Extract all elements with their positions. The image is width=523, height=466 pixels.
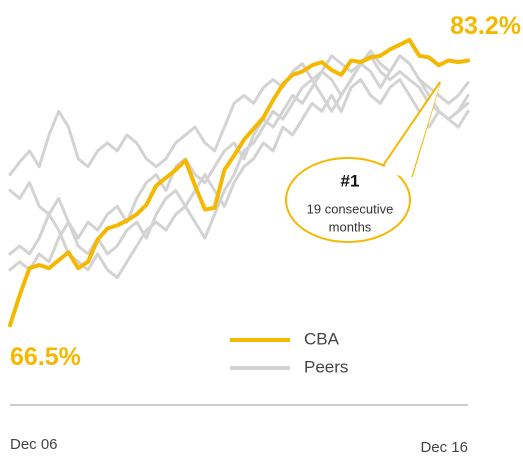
series-line <box>8 37 470 328</box>
peer-line <box>8 78 470 272</box>
data-label: 83.2% <box>450 12 521 40</box>
callout-text: months <box>329 219 372 234</box>
callout-bubble <box>285 157 411 243</box>
legend-label: CBA <box>304 329 340 348</box>
x-tick-label: Dec 16 <box>420 439 468 456</box>
callout-title: #1 <box>341 171 360 190</box>
plot-area <box>8 37 470 328</box>
callout: #1 19 consecutive months <box>285 81 441 243</box>
peer-line <box>8 54 470 280</box>
callout-pointer-fill <box>381 84 440 178</box>
data-label: 66.5% <box>10 343 81 371</box>
callout-text: 19 consecutive <box>307 201 394 216</box>
legend-label: Peers <box>304 357 348 376</box>
x-tick-label: Dec 06 <box>10 436 58 453</box>
